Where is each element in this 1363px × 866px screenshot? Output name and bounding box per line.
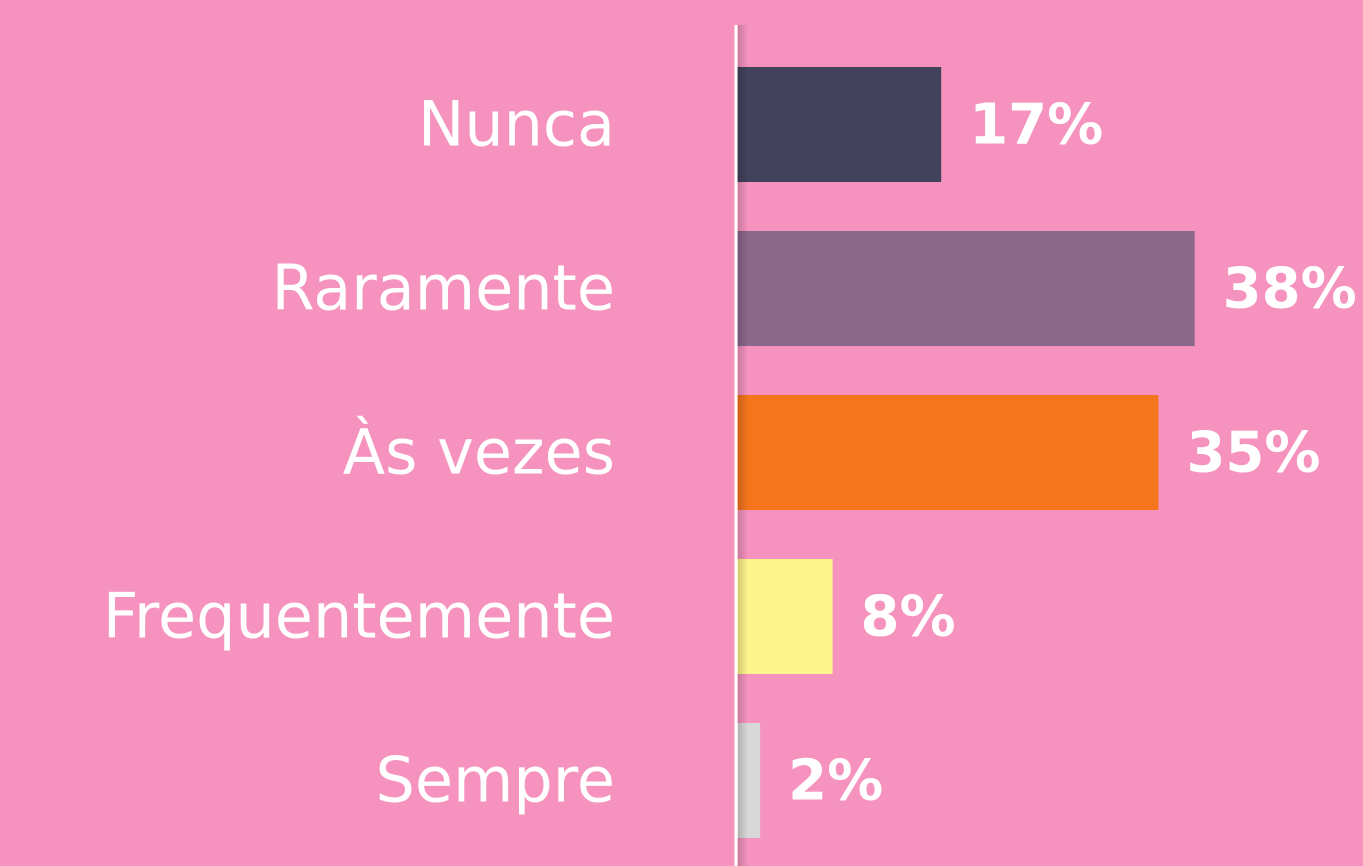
bar [736, 67, 942, 182]
category-label: Nunca [418, 88, 615, 161]
value-label: 8% [861, 585, 956, 650]
category-label: Raramente [272, 252, 615, 325]
value-label: 38% [1223, 257, 1357, 322]
value-label: 2% [788, 749, 883, 814]
category-label: Às vezes [343, 415, 615, 489]
category-label: Frequentemente [103, 580, 615, 653]
bar [736, 395, 1159, 510]
axis-shadow [738, 25, 748, 866]
category-label: Sempre [375, 744, 615, 817]
value-label: 35% [1186, 421, 1320, 486]
bar [736, 559, 833, 674]
value-label: 17% [969, 93, 1103, 158]
bar [736, 231, 1195, 346]
